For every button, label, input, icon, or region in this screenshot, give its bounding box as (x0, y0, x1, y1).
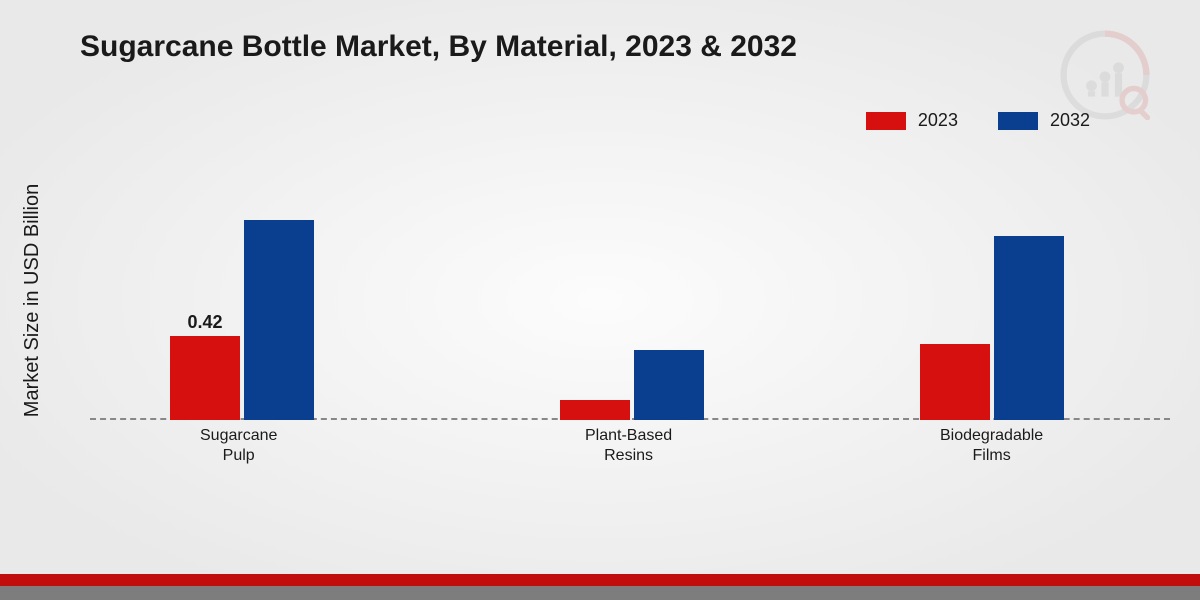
chart-page: Sugarcane Bottle Market, By Material, 20… (0, 0, 1200, 600)
y-axis-label-wrap: Market Size in USD Billion (18, 120, 48, 480)
bar-2032-plant-based-resins (634, 350, 704, 420)
bar-2023-plant-based-resins (560, 400, 630, 420)
x-axis-labels: Sugarcane Pulp Plant-Based Resins Biodeg… (90, 420, 1170, 500)
bar-2023-biodegradable-films (920, 344, 990, 420)
footer-bars (0, 574, 1200, 600)
xlabel-2: Biodegradable Films (940, 426, 1043, 466)
chart-title: Sugarcane Bottle Market, By Material, 20… (80, 30, 797, 64)
bar-group-1 (560, 350, 704, 420)
legend: 2023 2032 (866, 110, 1090, 131)
bar-group-2 (920, 236, 1064, 420)
legend-label-2023: 2023 (918, 110, 958, 131)
bar-group-0: 0.42 (170, 220, 314, 420)
footer-gray-bar (0, 586, 1200, 600)
legend-item-2023: 2023 (866, 110, 958, 131)
y-axis-label: Market Size in USD Billion (22, 183, 45, 416)
legend-item-2032: 2032 (998, 110, 1090, 131)
xlabel-1: Plant-Based Resins (585, 426, 672, 466)
bar-value-label: 0.42 (170, 312, 240, 333)
legend-label-2032: 2032 (1050, 110, 1090, 131)
xlabel-0: Sugarcane Pulp (200, 426, 277, 466)
bar-2032-sugarcane-pulp (244, 220, 314, 420)
bar-2032-biodegradable-films (994, 236, 1064, 420)
plot-area: 0.42 Sugarcane Pulp Plan (90, 160, 1170, 500)
bar-2023-sugarcane-pulp: 0.42 (170, 336, 240, 420)
watermark-logo-icon (1060, 30, 1150, 120)
footer-red-bar (0, 574, 1200, 586)
legend-swatch-2032 (998, 112, 1038, 130)
legend-swatch-2023 (866, 112, 906, 130)
